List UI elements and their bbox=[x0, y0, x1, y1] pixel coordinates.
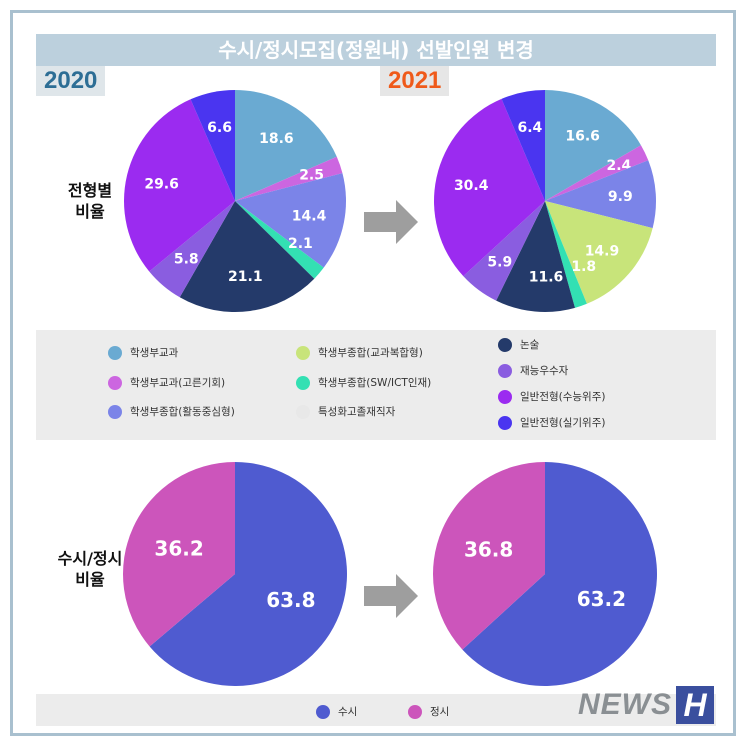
legend-swatch bbox=[498, 389, 512, 404]
pie-slice-학생부종합-활동중심형 bbox=[545, 160, 656, 229]
pie-slice-학생부종합-SW-ICT인재 bbox=[545, 201, 587, 308]
pie-slice-학생부종합-SW-ICT인재 bbox=[235, 201, 324, 279]
pie-2020-type: 18.62.514.42.121.15.829.66.6 bbox=[123, 90, 346, 312]
pie-2020-susi-jeongsi: 63.8 36.2 bbox=[123, 462, 347, 687]
legend-item-일반전형-실기위주: 일반전형(실기위주) bbox=[498, 415, 605, 430]
pie-value-label: 30.4 bbox=[454, 178, 489, 194]
legend-label: 일반전형(수능위주) bbox=[520, 391, 606, 403]
legend-item-정시: 정시 bbox=[408, 704, 449, 719]
pie-slice-논술 bbox=[179, 201, 315, 312]
pie-slice-학생부종합-활동중심형 bbox=[235, 173, 346, 268]
legend-swatch bbox=[108, 404, 122, 419]
legend-item-재능우수자: 재능우수자 bbox=[498, 363, 568, 378]
pie-value-label: 18.6 bbox=[259, 131, 294, 147]
arrow-right-icon bbox=[364, 574, 418, 618]
legend-label: 정시 bbox=[430, 706, 450, 718]
pie-slice-일반전형-실기위주 bbox=[501, 90, 545, 201]
pie-value-label: 63.8 bbox=[266, 588, 315, 612]
pie-value-label: 36.8 bbox=[464, 537, 513, 561]
row-label-susi-line1: 수시/정시 bbox=[57, 549, 123, 568]
pie-slice-재능우수자 bbox=[149, 201, 235, 298]
year-label-2021: 2021 bbox=[380, 66, 450, 96]
legend-label: 학생부종합(SW/ICT인재) bbox=[318, 377, 432, 389]
arrow-right-icon bbox=[364, 200, 418, 244]
pie-value-label: 29.6 bbox=[144, 176, 179, 192]
pie-slice-일반전형-수능위주 bbox=[434, 98, 545, 277]
pie-value-label: 1.8 bbox=[571, 259, 596, 275]
legend-item-논술: 논술 bbox=[498, 337, 539, 352]
chart-title: 수시/정시모집(정원내) 선발인원 변경 bbox=[36, 34, 716, 66]
legend-label: 학생부종합(활동중심형) bbox=[130, 406, 235, 418]
pie-slice-재능우수자 bbox=[463, 201, 545, 301]
legend-swatch bbox=[316, 704, 330, 719]
legend-item-학생부교과: 학생부교과 bbox=[108, 345, 178, 360]
pie-value-label: 14.4 bbox=[292, 209, 327, 225]
legend-label: 학생부종합(교과복합형) bbox=[318, 347, 423, 359]
legend-swatch bbox=[296, 345, 310, 360]
legend-swatch bbox=[108, 375, 122, 390]
legend-swatch bbox=[408, 704, 422, 719]
legend-label: 재능우수자 bbox=[520, 365, 569, 377]
pie-slice-일반전형-실기위주 bbox=[190, 90, 235, 201]
pie-2021-type: 16.62.49.914.91.811.65.930.46.4 bbox=[434, 90, 656, 312]
legend-swatch bbox=[498, 337, 512, 352]
pie-slice-논술 bbox=[496, 201, 575, 312]
legend-swatch bbox=[296, 404, 310, 419]
pie-2021-susi-jeongsi: 63.2 36.8 bbox=[433, 462, 658, 686]
logo-text: NEWS bbox=[578, 688, 672, 721]
pie-slice-일반전형-수능위주 bbox=[123, 99, 235, 272]
legend-label: 일반전형(실기위주) bbox=[520, 417, 606, 429]
pie-slice-학생부교과-고른기회 bbox=[545, 145, 649, 201]
legend-swatch bbox=[108, 345, 122, 360]
legend-item-특성화고졸재직자: 특성화고졸재직자 bbox=[296, 404, 395, 419]
pie-value-label: 63.2 bbox=[577, 587, 626, 611]
pie-slice-학생부종합-교과복합형 bbox=[545, 201, 653, 304]
row-label-type-ratio-line2: 비율 bbox=[75, 202, 105, 221]
legend-susi-jeongsi bbox=[36, 694, 716, 726]
legend-label: 논술 bbox=[520, 339, 540, 351]
pie-value-label: 11.6 bbox=[529, 270, 564, 286]
pie-slice-학생부교과 bbox=[235, 90, 337, 201]
row-label-type-ratio: 전형별 비율 bbox=[50, 180, 130, 222]
year-label-2020: 2020 bbox=[36, 66, 106, 96]
pie-slice-수시 bbox=[149, 462, 347, 687]
pie-slice-학생부교과 bbox=[545, 90, 641, 201]
legend-label: 수시 bbox=[338, 706, 358, 718]
legend-item-학생부종합-활동중심형: 학생부종합(활동중심형) bbox=[108, 404, 235, 419]
logo-letter: H bbox=[676, 686, 714, 724]
legend-swatch bbox=[498, 363, 512, 378]
legend-item-수시: 수시 bbox=[316, 704, 357, 719]
row-label-susi-jeongsi-ratio: 수시/정시 비율 bbox=[40, 548, 140, 590]
legend-label: 학생부교과 bbox=[130, 347, 179, 359]
legend-item-학생부교과-고른기회: 학생부교과(고른기회) bbox=[108, 375, 225, 390]
pie-value-label: 6.6 bbox=[207, 120, 232, 136]
legend-item-일반전형-수능위주: 일반전형(수능위주) bbox=[498, 389, 605, 404]
pie-value-label: 36.2 bbox=[154, 536, 203, 560]
legend-swatch bbox=[296, 375, 310, 390]
pie-value-label: 21.1 bbox=[228, 269, 263, 285]
newsh-logo: NEWS H bbox=[578, 686, 714, 724]
pie-value-label: 9.9 bbox=[608, 189, 633, 205]
legend-item-학생부종합-SW-ICT인재: 학생부종합(SW/ICT인재) bbox=[296, 375, 431, 390]
pie-value-label: 2.1 bbox=[288, 236, 313, 252]
pie-slice-학생부교과-고른기회 bbox=[235, 156, 343, 201]
pie-value-label: 16.6 bbox=[565, 129, 600, 145]
pie-slice-정시 bbox=[433, 462, 545, 650]
legend-swatch bbox=[498, 415, 512, 430]
pie-value-label: 14.9 bbox=[585, 244, 620, 260]
row-label-susi-line2: 비율 bbox=[75, 570, 105, 589]
legend-type bbox=[36, 330, 716, 440]
legend-label: 특성화고졸재직자 bbox=[318, 406, 396, 418]
pie-value-label: 5.9 bbox=[487, 255, 512, 271]
legend-item-학생부종합-교과복합형: 학생부종합(교과복합형) bbox=[296, 345, 423, 360]
pie-slice-수시 bbox=[462, 462, 658, 686]
legend-label: 학생부교과(고른기회) bbox=[130, 377, 226, 389]
pie-slice-정시 bbox=[123, 462, 235, 647]
pie-value-label: 5.8 bbox=[174, 252, 199, 268]
row-label-type-ratio-line1: 전형별 bbox=[67, 181, 113, 200]
pie-value-label: 6.4 bbox=[518, 120, 543, 136]
